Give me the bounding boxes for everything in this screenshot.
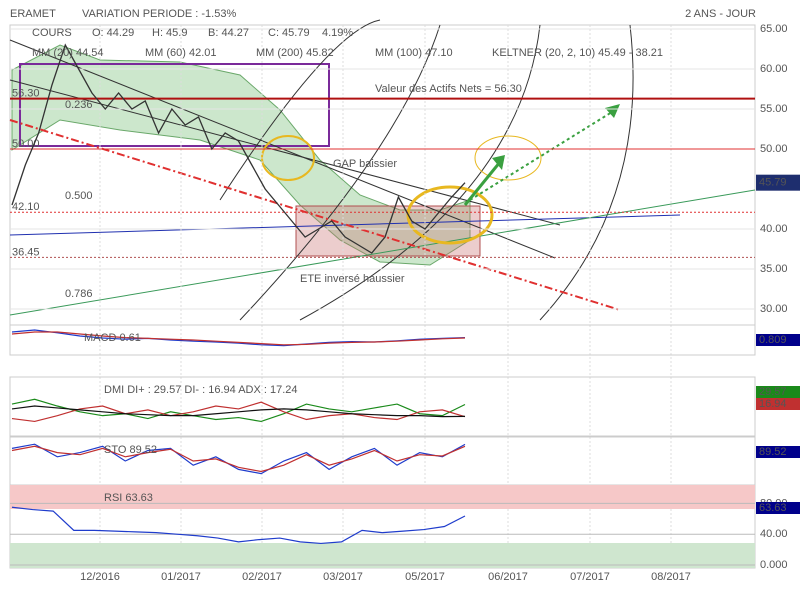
fib-arc [299, 24, 541, 321]
x-tick-label: 05/2017 [405, 571, 445, 583]
annotation: Valeur des Actifs Nets = 56.30 [375, 83, 522, 95]
arrow-head [605, 104, 620, 118]
indicator-line [11, 331, 466, 346]
purple-box [19, 63, 330, 147]
y-tick-label: 40.00 [760, 528, 788, 540]
fib-arc [539, 24, 634, 321]
legend-item: C: 45.79 [268, 27, 310, 39]
arrow [469, 111, 613, 201]
arrow [463, 161, 502, 206]
value-tag [756, 398, 800, 410]
level-label: 42.10 [12, 201, 40, 213]
legend-item: MM (60) 42.01 [145, 47, 217, 59]
legend-item: KELTNER (20, 2, 10) 45.49 - 38.21 [492, 47, 663, 59]
indicator-line [11, 445, 466, 473]
arrow-head [492, 155, 505, 170]
green-line [9, 189, 756, 316]
value-tag [756, 446, 800, 458]
legend-item: COURS [32, 27, 72, 39]
fib-label: 0.236 [65, 99, 93, 111]
indicator-line [11, 398, 466, 423]
legend-item: H: 45.9 [152, 27, 187, 39]
legend-item: MM (20) 44.54 [32, 47, 104, 59]
panel-label: STO 89.52 [104, 444, 157, 456]
y-tick-label: 65.00 [760, 23, 788, 35]
value-tag-label: 0.809 [759, 334, 787, 346]
y-tick-label: 60.00 [760, 63, 788, 75]
annotation: ETE inversé haussier [300, 273, 405, 285]
indicator-line [11, 405, 466, 418]
x-tick-label: 06/2017 [488, 571, 528, 583]
variation: VARIATION PERIODE : -1.53% [82, 8, 236, 20]
y-tick-label: 40.00 [760, 223, 788, 235]
annotation: GAP baissier [333, 158, 397, 170]
x-tick-label: 08/2017 [651, 571, 691, 583]
main-frame [9, 24, 756, 326]
blue-line [9, 214, 681, 236]
legend-item: MM (200) 45.82 [256, 47, 334, 59]
legend-item: 4.19% [322, 27, 353, 39]
pink-box [295, 205, 481, 257]
x-tick-label: 01/2017 [161, 571, 201, 583]
y-tick-label: 50.00 [760, 143, 788, 155]
panel-label: RSI 63.63 [104, 492, 153, 504]
panel-label: MACD 0.61 [84, 332, 141, 344]
overbought-zone [10, 485, 755, 509]
y-tick-label: 0.000 [760, 559, 788, 571]
panel-frame [9, 324, 756, 356]
value-tag-label: 89.52 [759, 446, 787, 458]
legend-item: B: 44.27 [208, 27, 249, 39]
level-label: 56.30 [12, 88, 40, 100]
y-tick-label: 35.00 [760, 263, 788, 275]
x-tick-label: 12/2016 [80, 571, 120, 583]
legend-item: MM (100) 47.10 [375, 47, 453, 59]
x-tick-label: 02/2017 [242, 571, 282, 583]
instrument: ERAMET [10, 8, 56, 20]
fib-arc [239, 24, 441, 321]
y-tick-label: 30.00 [760, 303, 788, 315]
dash-line [9, 119, 621, 311]
period: 2 ANS - JOUR [685, 8, 756, 20]
fib-label: 0.500 [65, 190, 93, 202]
indicator-line [11, 443, 466, 475]
oversold-zone [10, 543, 755, 568]
price-line [11, 43, 466, 254]
indicator-line [11, 329, 466, 347]
indicator-line [11, 401, 466, 423]
indicator-line [11, 506, 466, 545]
panel-label: DMI DI+ : 29.57 DI- : 16.94 ADX : 17.24 [104, 384, 298, 396]
legend-item: O: 44.29 [92, 27, 134, 39]
value-tag [756, 334, 800, 346]
last-price-label: 45.79 [759, 177, 787, 189]
y-tick-label: 55.00 [760, 103, 788, 115]
level-label: 36.45 [12, 246, 40, 258]
ellipse [474, 135, 542, 181]
x-tick-label: 07/2017 [570, 571, 610, 583]
fib-arc [219, 19, 381, 201]
last-price-tag [756, 174, 800, 191]
value-tag-label: 63.63 [759, 502, 787, 514]
x-tick-label: 03/2017 [323, 571, 363, 583]
value-tag [756, 386, 800, 398]
value-tag-label: 16.94 [759, 398, 787, 410]
value-tag-label: 29.57 [759, 386, 787, 398]
panel-frame [9, 376, 756, 437]
value-tag [756, 502, 800, 514]
fib-label: 0.786 [65, 288, 93, 300]
